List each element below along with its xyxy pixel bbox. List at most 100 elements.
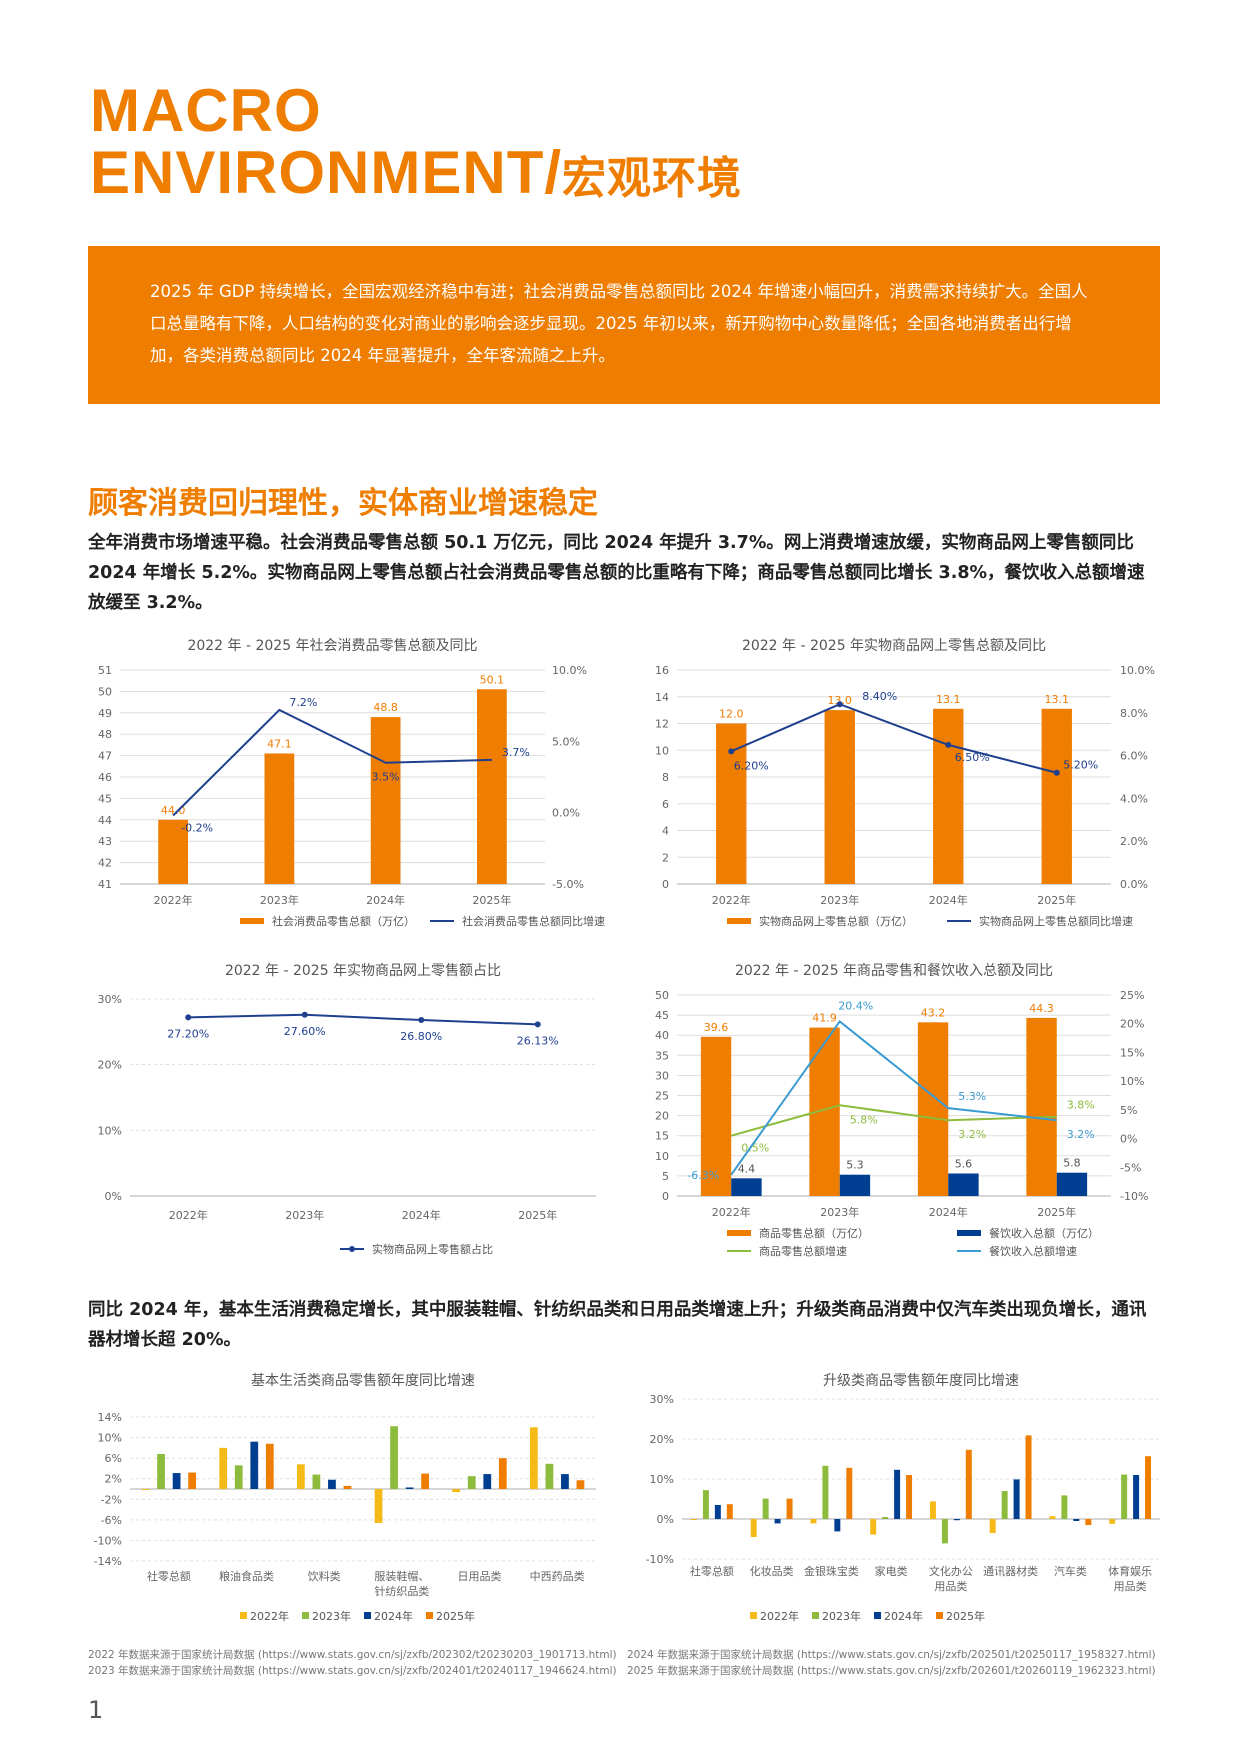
bar bbox=[870, 1519, 877, 1535]
y-tick-label: 50 bbox=[98, 685, 112, 698]
y2-tick-label: 15% bbox=[1120, 1046, 1144, 1059]
footnotes-right: 2024 年数据来源于国家统计局数据 (https://www.stats.go… bbox=[627, 1647, 1156, 1679]
bar bbox=[296, 1464, 305, 1489]
bar bbox=[264, 753, 295, 884]
bar bbox=[1133, 1475, 1140, 1519]
footnote: 2025 年数据来源于国家统计局数据 (https://www.stats.go… bbox=[627, 1665, 1156, 1677]
x-tick-label: 粮油食品类 bbox=[219, 1569, 274, 1583]
legend-label: 2022年 bbox=[760, 1609, 799, 1623]
y-tick-label: 45 bbox=[655, 1009, 669, 1022]
y-tick-label: 30% bbox=[98, 993, 122, 1006]
bar bbox=[1013, 1479, 1020, 1519]
y-tick-label: 14 bbox=[655, 691, 669, 704]
bar-data-label: 13.1 bbox=[1045, 693, 1070, 706]
section-paragraph-1: 全年消费市场增速平稳。社会消费品零售总额 50.1 万亿元，同比 2024 年提… bbox=[88, 533, 1145, 613]
line-data-label: 3.2% bbox=[1067, 1128, 1095, 1141]
y-tick-label: 25 bbox=[655, 1090, 669, 1103]
y-tick-label: 8 bbox=[662, 771, 669, 784]
y2-tick-label: 10.0% bbox=[1120, 664, 1155, 677]
bar bbox=[405, 1487, 414, 1489]
legend-label: 2024年 bbox=[884, 1609, 923, 1623]
bar-data-label: 43.2 bbox=[921, 1006, 946, 1019]
line-data-label: 6.50% bbox=[955, 751, 990, 764]
chart-title: 升级类商品零售额年度同比增速 bbox=[823, 1373, 1019, 1389]
bar bbox=[312, 1474, 321, 1489]
y-tick-label: 10 bbox=[655, 744, 669, 757]
title-chinese: 宏观环境 bbox=[562, 153, 743, 204]
line-data-label: 0.5% bbox=[741, 1142, 769, 1155]
bar bbox=[1061, 1495, 1068, 1519]
y2-tick-label: -5% bbox=[1120, 1161, 1141, 1174]
bar bbox=[576, 1480, 585, 1489]
x-tick-label: 文化办公用品类 bbox=[929, 1564, 973, 1593]
x-tick-label: 2023年 bbox=[285, 1208, 324, 1222]
bar bbox=[906, 1475, 913, 1519]
bar bbox=[726, 1504, 733, 1519]
legend-marker bbox=[349, 1246, 355, 1252]
y-tick-label: 49 bbox=[98, 707, 112, 720]
title-separator: / bbox=[544, 139, 563, 206]
x-tick-label: 2024年 bbox=[929, 1205, 968, 1219]
bar bbox=[158, 819, 188, 884]
y-tick-label: 0% bbox=[105, 1190, 122, 1203]
line-point bbox=[534, 1021, 541, 1028]
legend-label: 2022年 bbox=[250, 1609, 289, 1623]
bar bbox=[1025, 1435, 1032, 1519]
y-tick-label: 6 bbox=[662, 798, 669, 811]
legend-swatch bbox=[240, 918, 264, 924]
bar bbox=[702, 1490, 709, 1519]
line-point bbox=[945, 741, 952, 748]
chart-title: 2022 年 - 2025 年实物商品网上零售额占比 bbox=[225, 963, 501, 979]
x-tick-label: 家电类 bbox=[875, 1564, 908, 1578]
bar bbox=[1049, 1516, 1056, 1519]
bar-data-label: 5.6 bbox=[955, 1157, 973, 1170]
y-tick-label: 12 bbox=[655, 718, 669, 731]
legend-label: 2024年 bbox=[374, 1609, 413, 1623]
chart-online-share: 2022 年 - 2025 年实物商品网上零售额占比 0% 10% 20% 30% 202… bbox=[80, 957, 610, 1267]
line-data-label: 3.7% bbox=[502, 746, 530, 759]
y2-tick-label: 20% bbox=[1120, 1018, 1144, 1031]
bar-data-label: 44.3 bbox=[1029, 1002, 1054, 1015]
y-tick-label: 15 bbox=[655, 1130, 669, 1143]
legend-label: 社会消费品零售总额（万亿） bbox=[272, 914, 415, 928]
y-tick-label: 2% bbox=[105, 1473, 122, 1486]
y-tick-label: -2% bbox=[101, 1493, 122, 1506]
bar bbox=[1026, 1017, 1057, 1196]
y-tick-label: 46 bbox=[98, 771, 112, 784]
series-line bbox=[172, 708, 492, 817]
x-tick-label: 饮料类 bbox=[308, 1569, 341, 1583]
bar-data-label: 4.4 bbox=[738, 1162, 756, 1175]
bar bbox=[1041, 708, 1072, 884]
chart-basic-goods-growth: 基本生活类商品零售额年度同比增速 -14% -10% -6% -2% 2% 6% 10% 14%… bbox=[80, 1365, 620, 1635]
legend-label: 实物商品网上零售额占比 bbox=[372, 1242, 493, 1256]
bar bbox=[929, 1501, 936, 1519]
y-tick-label: 16 bbox=[655, 664, 669, 677]
line-data-label: 26.80% bbox=[400, 1030, 442, 1043]
bar bbox=[839, 1174, 871, 1196]
section-paragraph-2: 同比 2024 年，基本生活消费稳定增长，其中服装鞋帽、针纺织品类和日用品类增速… bbox=[88, 1300, 1147, 1350]
bar bbox=[846, 1467, 853, 1519]
y2-tick-label: 0.0% bbox=[1120, 878, 1148, 891]
bar bbox=[477, 689, 507, 884]
legend-swatch bbox=[240, 1612, 247, 1619]
legend-label: 餐饮收入总额（万亿） bbox=[989, 1226, 1099, 1240]
bar-data-label: 50.1 bbox=[480, 673, 505, 686]
bar bbox=[750, 1519, 757, 1537]
y-tick-label: 51 bbox=[98, 664, 112, 677]
y2-tick-label: 25% bbox=[1120, 989, 1144, 1002]
x-tick-label: 服装鞋帽、针纺织品类 bbox=[374, 1569, 429, 1598]
legend-swatch bbox=[750, 1612, 757, 1619]
series-line bbox=[730, 703, 1057, 774]
line-point bbox=[1053, 769, 1060, 776]
page-title: MACRO ENVIRONMENT/宏观环境 bbox=[90, 80, 742, 210]
legend-swatch bbox=[364, 1612, 371, 1619]
bar-data-label: 44.0 bbox=[161, 804, 186, 817]
legend-label: 实物商品网上零售总额（万亿） bbox=[759, 914, 913, 928]
x-tick-label: 2024年 bbox=[929, 893, 968, 907]
footnote: 2023 年数据来源于国家统计局数据 (https://www.stats.go… bbox=[88, 1665, 617, 1677]
bar bbox=[1145, 1456, 1152, 1519]
bar bbox=[989, 1519, 996, 1533]
bar bbox=[894, 1469, 901, 1519]
y-tick-label: 4 bbox=[662, 825, 669, 838]
bar-data-label: 13.0 bbox=[828, 694, 853, 707]
